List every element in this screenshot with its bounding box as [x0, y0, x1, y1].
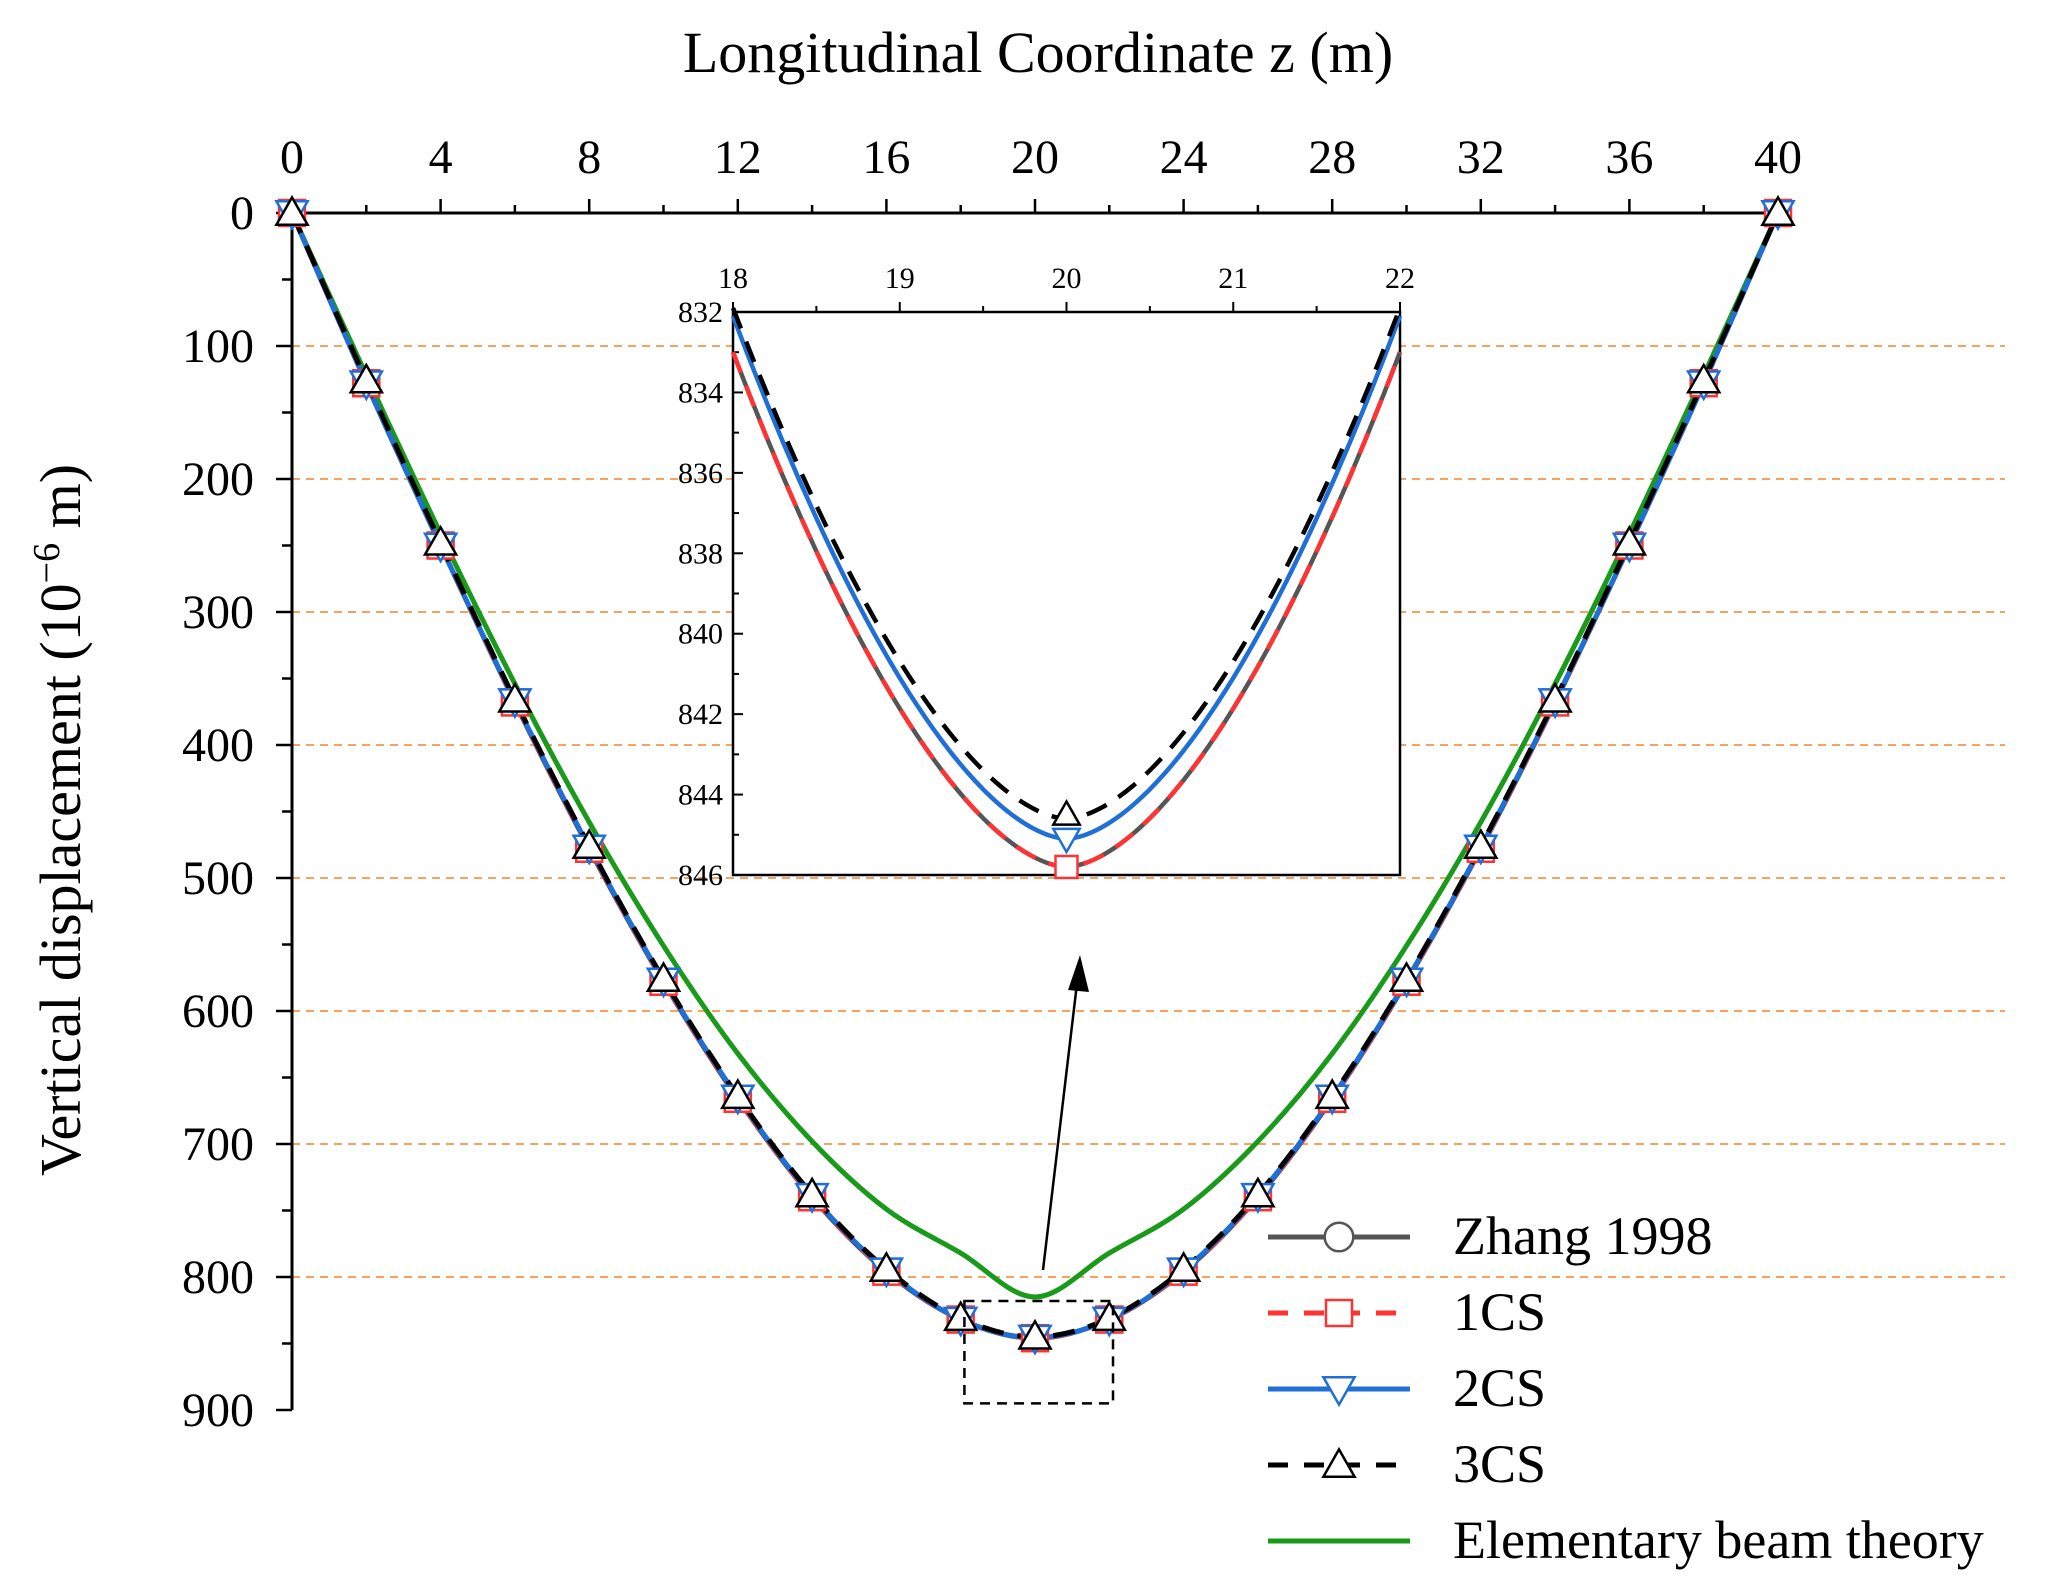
- data-point: [794, 1176, 830, 1208]
- legend-label: 2CS: [1453, 1358, 1546, 1418]
- data-point: [1321, 1376, 1357, 1408]
- data-point: [1324, 1298, 1354, 1328]
- data-point: [1054, 854, 1079, 880]
- data-point: [571, 827, 607, 860]
- data-point: [1537, 681, 1573, 713]
- zoom-arrow: [1041, 974, 1080, 1271]
- legend-label: 1CS: [1453, 1282, 1546, 1342]
- data-point: [942, 1300, 979, 1332]
- data-point: [1091, 1300, 1128, 1332]
- y-tick-label: 500: [182, 852, 254, 905]
- data-point: [1685, 362, 1722, 394]
- inset-y-tick-label: 832: [678, 296, 723, 329]
- data-point: [1388, 960, 1425, 993]
- data-point: [348, 362, 385, 394]
- inset-frame: [731, 310, 1402, 877]
- y-axis-title: Vertical displacement (10−6 m): [26, 464, 93, 1176]
- inset-y-tick-label: 840: [678, 618, 723, 651]
- inset-x-tick-label: 18: [718, 262, 748, 295]
- inset-y-tick-label: 836: [678, 457, 723, 490]
- y-tick-label: 300: [182, 586, 254, 639]
- y-tick-label: 100: [182, 320, 254, 373]
- legend-label: 3CS: [1453, 1434, 1546, 1494]
- x-tick-label: 12: [714, 131, 762, 184]
- y-axis-title-main: Vertical displacement (10: [28, 583, 93, 1176]
- data-point: [1165, 1250, 1202, 1282]
- y-axis-title-exponent: −6: [26, 543, 68, 583]
- data-point: [645, 960, 682, 993]
- data-point: [1240, 1176, 1276, 1208]
- x-tick-label: 4: [429, 131, 453, 184]
- y-tick-label: 400: [182, 719, 254, 772]
- legend-label: Elementary beam theory: [1453, 1510, 1984, 1570]
- inset-x-tick-label: 22: [1385, 262, 1415, 295]
- inset-y-tick-label: 834: [678, 376, 723, 409]
- x-tick-label: 40: [1754, 131, 1802, 184]
- y-tick-label: 900: [182, 1384, 254, 1437]
- inset-chart: 18 19 20 21 22 832 834 836 838 840 842 844 846: [678, 262, 1415, 892]
- y-tick-label: 0: [230, 187, 254, 240]
- inset-x-tick-label: 20: [1052, 262, 1082, 295]
- y-tick-label: 700: [182, 1118, 254, 1171]
- x-tick-label: 20: [1011, 131, 1059, 184]
- y-tick-label: 600: [182, 985, 254, 1038]
- y-tick-label: 800: [182, 1251, 254, 1304]
- inset-y-tick-label: 846: [678, 859, 723, 892]
- data-point: [1463, 827, 1499, 860]
- data-point: [422, 524, 459, 556]
- x-axis-title: Longitudinal Coordinate z (m): [683, 20, 1393, 85]
- x-tick-label: 16: [862, 131, 910, 184]
- data-point: [1017, 1318, 1053, 1350]
- x-tick-label: 32: [1457, 131, 1505, 184]
- x-tick-label: 0: [280, 131, 304, 184]
- x-tick-label: 24: [1160, 131, 1208, 184]
- data-point: [1760, 194, 1796, 226]
- data-point: [274, 194, 310, 226]
- x-tick-label: 8: [577, 131, 601, 184]
- inset-x-tick-label: 19: [885, 262, 915, 295]
- inset-y-tick-label: 844: [678, 779, 723, 812]
- x-tick-label: 28: [1308, 131, 1356, 184]
- y-axis-title-unit: m): [28, 464, 93, 543]
- inset-y-tick-label: 838: [678, 537, 723, 570]
- x-tick-label: 36: [1605, 131, 1653, 184]
- zoom-region: [963, 955, 1115, 1405]
- data-point: [1051, 798, 1082, 826]
- data-point: [1051, 827, 1082, 855]
- main-series: [274, 194, 1796, 1356]
- inset-x-tick-label: 21: [1218, 262, 1248, 295]
- data-point: [868, 1250, 905, 1282]
- main-axes: 0 4 8 12 16 20 24 28 32 36 40010020030040050060070…: [182, 131, 1802, 1437]
- legend-label: Zhang 1998: [1453, 1206, 1712, 1266]
- data-point: [1611, 524, 1648, 556]
- y-tick-label: 200: [182, 453, 254, 506]
- zoom-arrow-head: [1068, 955, 1089, 992]
- data-point: [1321, 1446, 1357, 1478]
- data-point: [497, 681, 533, 713]
- zoom-rectangle: [963, 1299, 1115, 1405]
- legend: Zhang 1998 1CS 2CS 3CS Elementary beam theor…: [1268, 1206, 1984, 1570]
- data-point: [1323, 1221, 1355, 1253]
- data-point: [1314, 1078, 1350, 1110]
- data-point: [720, 1078, 756, 1110]
- inset-y-tick-label: 842: [678, 698, 723, 731]
